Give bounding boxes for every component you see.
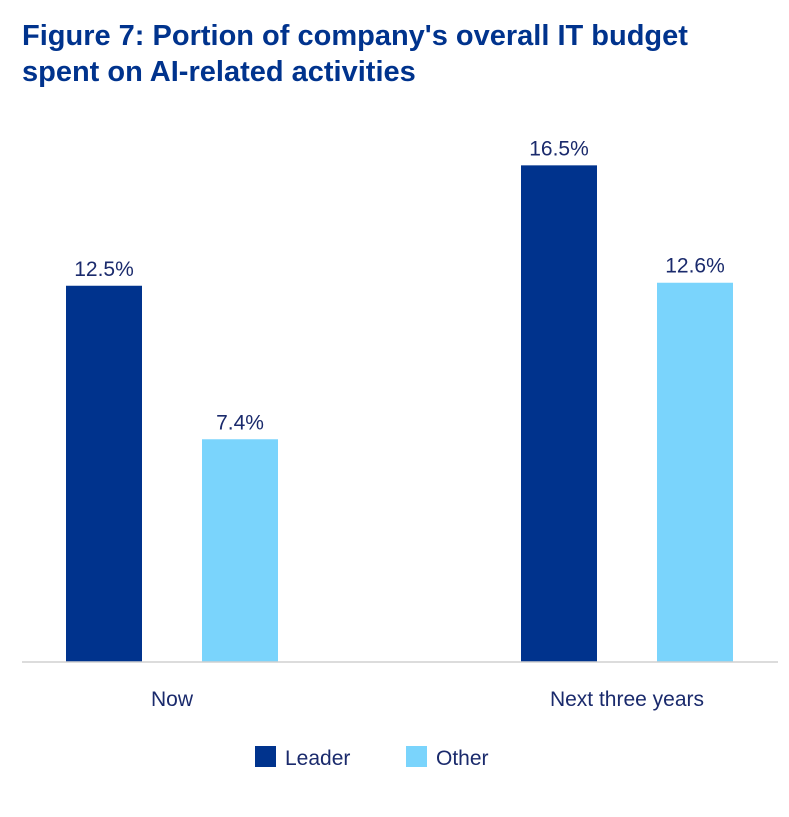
legend-label-other: Other — [436, 747, 489, 770]
bars-group — [66, 165, 733, 662]
legend-swatch-other — [406, 746, 427, 767]
legend: Leader Other — [255, 746, 489, 770]
category-label-now: Now — [151, 688, 194, 711]
legend-label-leader: Leader — [285, 747, 350, 770]
legend-swatch-leader — [255, 746, 276, 767]
value-label-leader-next-three-years: 16.5% — [529, 137, 589, 160]
category-label-next-three-years: Next three years — [550, 688, 704, 711]
bar-leader-now — [66, 285, 142, 662]
chart-title: Figure 7: Portion of company's overall I… — [22, 20, 688, 88]
bar-leader-next-three-years — [521, 165, 597, 662]
bar-other-now — [202, 439, 278, 662]
value-label-leader-now: 12.5% — [74, 258, 134, 281]
bar-other-next-three-years — [657, 282, 733, 662]
value-label-other-next-three-years: 12.6% — [665, 255, 725, 278]
labels-group: 12.5% 7.4% Now 16.5% 12.6% Next three years — [74, 137, 725, 711]
value-label-other-now: 7.4% — [216, 411, 264, 434]
